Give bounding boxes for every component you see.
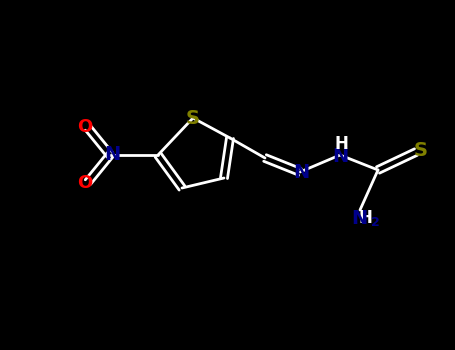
Text: N: N <box>293 163 309 182</box>
Text: S: S <box>414 141 428 161</box>
Text: 2: 2 <box>371 217 380 230</box>
Text: H: H <box>358 209 372 227</box>
Text: O: O <box>77 118 93 136</box>
Text: N: N <box>351 210 367 229</box>
Text: O: O <box>77 174 93 192</box>
Text: H: H <box>334 135 348 153</box>
Text: N: N <box>104 146 120 164</box>
Text: N: N <box>332 147 348 167</box>
Text: S: S <box>186 108 200 127</box>
